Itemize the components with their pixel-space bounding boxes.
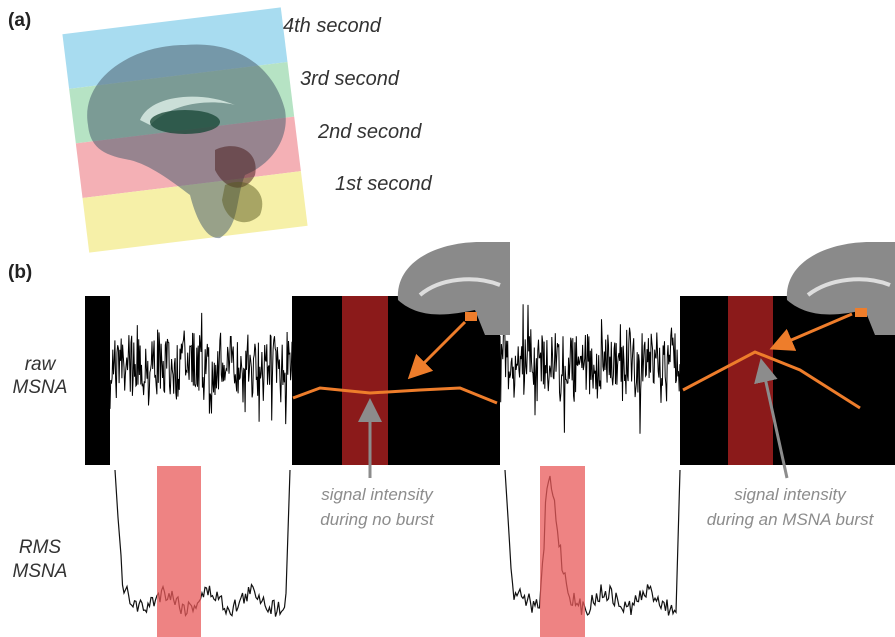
row-label: MSNA [13, 377, 68, 398]
row-label: raw [25, 354, 57, 375]
annotation: signal intensity [734, 485, 847, 504]
raw-msna [500, 304, 680, 433]
rms-msna [505, 470, 680, 616]
panel-label: (b) [8, 262, 32, 283]
roi [157, 466, 201, 637]
slice-label: 1st second [335, 173, 433, 195]
slice-label: 3rd second [300, 68, 400, 90]
mri-frame [292, 296, 500, 465]
annotation: signal intensity [321, 485, 434, 504]
page: (a) 4th second 3rd second 2nd second 1st… [0, 0, 895, 637]
black-block [85, 296, 110, 465]
slice-label: 2nd second [317, 121, 422, 143]
rms-msna [115, 470, 290, 617]
slice-label: 4th second [283, 15, 382, 37]
row-label: MSNA [13, 561, 68, 582]
panel-label: (a) [8, 10, 31, 31]
raw-msna [110, 313, 292, 424]
mri-frame [680, 296, 895, 465]
annotation: during an MSNA burst [707, 510, 875, 529]
figure: (a) 4th second 3rd second 2nd second 1st… [0, 0, 895, 637]
row-label: RMS [19, 537, 62, 558]
roi [342, 296, 388, 465]
annotation: during no burst [320, 510, 435, 529]
roi [540, 466, 585, 637]
